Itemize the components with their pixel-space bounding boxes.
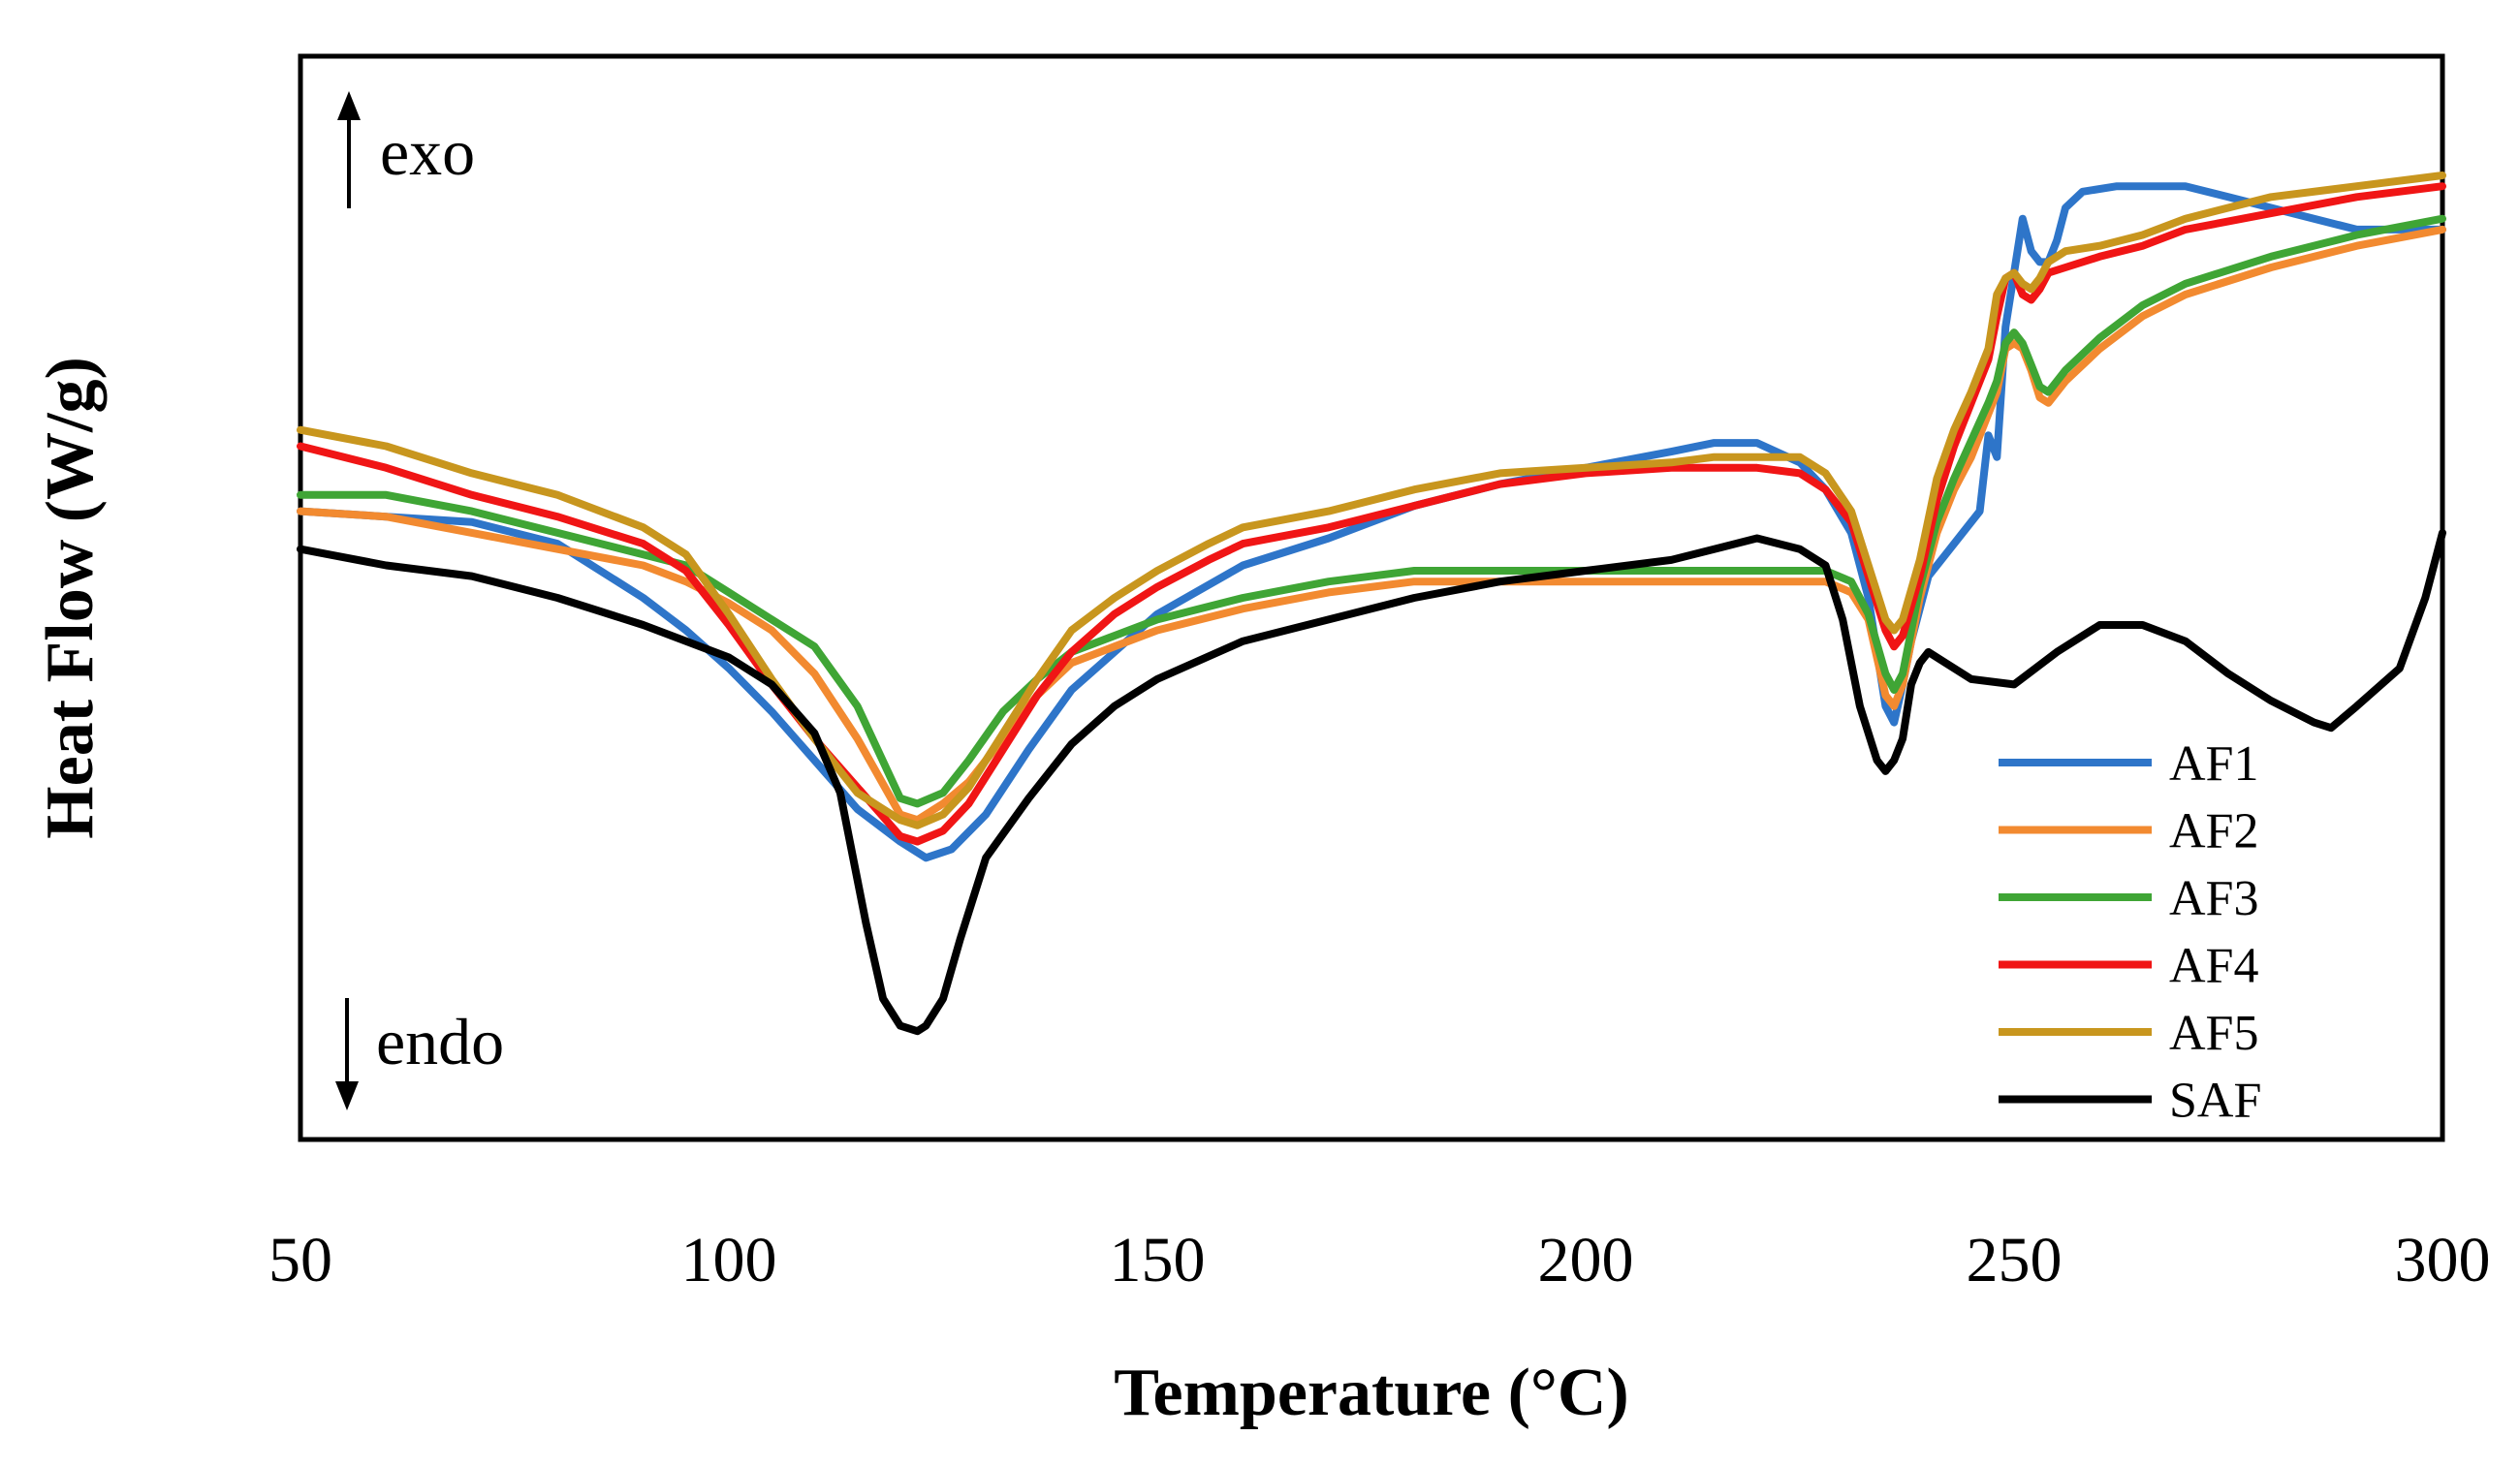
legend: AF1 AF2 AF3 AF4 AF5 SAF	[1999, 736, 2261, 1129]
endo-label: endo	[376, 1005, 504, 1078]
x-tick-label-200: 200	[1538, 1225, 1634, 1295]
x-tick-label-300: 300	[2395, 1225, 2491, 1295]
legend-label-saf: SAF	[2169, 1074, 2261, 1129]
exo-arrowhead-icon	[337, 91, 361, 120]
series-layer	[297, 172, 2446, 1036]
series-line-af1	[297, 182, 2446, 862]
exo-label: exo	[380, 115, 475, 189]
endo-annotation: endo	[335, 998, 504, 1110]
exo-annotation: exo	[337, 91, 475, 208]
legend-label-af1: AF1	[2169, 736, 2258, 792]
series-line-af5	[297, 172, 2446, 829]
x-tick-label-150: 150	[1110, 1225, 1206, 1295]
x-tick-label-250: 250	[1967, 1225, 2063, 1295]
legend-label-af5: AF5	[2169, 1006, 2258, 1061]
y-axis-title: Heat Flow (W/g)	[33, 357, 108, 839]
x-tick-labels: 50 100 150 200 250 300	[268, 1225, 2491, 1295]
legend-label-af3: AF3	[2169, 871, 2258, 926]
x-tick-label-100: 100	[681, 1225, 777, 1295]
endo-arrowhead-icon	[335, 1081, 359, 1110]
series-line-saf	[297, 528, 2446, 1036]
x-axis-title: Temperature (°C)	[1114, 1356, 1629, 1430]
x-tick-label-50: 50	[268, 1225, 332, 1295]
legend-label-af4: AF4	[2169, 939, 2258, 994]
plot-area-frame	[298, 53, 2445, 1142]
legend-label-af2: AF2	[2169, 804, 2258, 859]
series-line-af3	[297, 214, 2446, 808]
